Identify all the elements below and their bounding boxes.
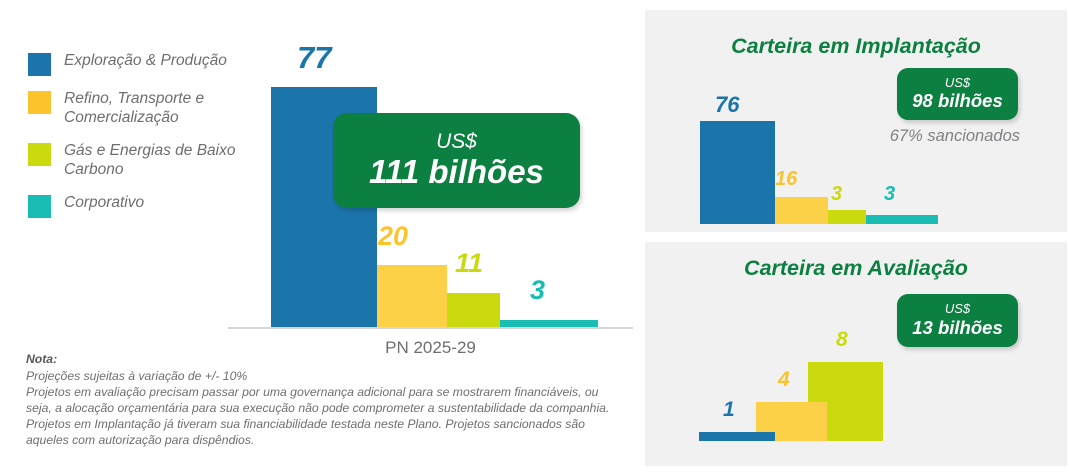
note-block: Nota: Projeções sujeitas à variação de +… xyxy=(26,351,616,449)
legend: Exploração & Produção Refino, Transporte… xyxy=(28,52,268,232)
main-total-badge: US$ 111 bilhões xyxy=(333,113,580,208)
legend-swatch-refino xyxy=(28,91,51,114)
aval-value-refino: 4 xyxy=(778,368,790,391)
legend-item-gas: Gás e Energias de Baixo Carbono xyxy=(28,142,268,180)
impl-value-refino: 16 xyxy=(775,168,798,190)
aval-value-exploracao: 1 xyxy=(723,398,735,421)
impl-total-badge: US$ 98 bilhões xyxy=(897,68,1018,120)
aval-badge-value: 13 bilhões xyxy=(912,316,1003,338)
legend-label-gas: Gás e Energias de Baixo Carbono xyxy=(64,141,236,178)
panel-carteira-implantacao: Carteira em Implantação 76 16 3 3 US$ 98… xyxy=(645,10,1067,232)
legend-item-exploracao: Exploração & Produção xyxy=(28,52,268,76)
legend-swatch-corporativo xyxy=(28,194,51,218)
impl-badge-value: 98 bilhões xyxy=(912,90,1003,112)
impl-sanctioned-note: 67% sancionados xyxy=(889,127,1020,145)
aval-badge-currency: US$ xyxy=(944,301,971,317)
impl-value-corporativo: 3 xyxy=(884,183,896,205)
panel-title-avaliacao: Carteira em Avaliação xyxy=(744,256,968,280)
panel-title-implantacao: Carteira em Implantação xyxy=(731,34,981,58)
main-chart-panel: Exploração & Produção Refino, Transporte… xyxy=(0,0,640,449)
legend-item-corporativo: Corporativo xyxy=(28,194,268,218)
impl-value-exploracao: 76 xyxy=(715,92,740,117)
main-value-exploracao: 77 xyxy=(297,40,332,75)
legend-swatch-exploracao xyxy=(28,53,51,76)
aval-value-gas: 8 xyxy=(836,328,848,351)
legend-item-refino: Refino, Transporte e Comercialização xyxy=(28,90,268,128)
main-chart-axis-label: PN 2025-29 xyxy=(385,338,476,357)
note-title: Nota: xyxy=(26,352,58,366)
main-badge-currency: US$ xyxy=(436,129,477,153)
impl-bar-corporativo xyxy=(866,215,938,224)
note-line-1: Projeções sujeitas à variação de +/- 10% xyxy=(26,369,248,384)
impl-bar-exploracao xyxy=(700,121,775,224)
note-line-2: Projetos em avaliação precisam passar po… xyxy=(26,385,610,448)
main-bar-corporativo xyxy=(495,320,598,327)
impl-badge-currency: US$ xyxy=(944,74,971,90)
main-bar-chart: 77 20 11 3 PN 2025-29 US$ 111 bilhões xyxy=(0,0,640,357)
main-chart-baseline xyxy=(228,327,633,329)
legend-swatch-gas xyxy=(28,142,51,166)
legend-label-exploracao: Exploração & Produção xyxy=(64,52,227,69)
main-value-refino: 20 xyxy=(378,221,409,251)
panel-carteira-avaliacao: Carteira em Avaliação 1 4 8 US$ 13 bilhõ… xyxy=(645,242,1067,466)
aval-bar-exploracao xyxy=(699,432,775,441)
legend-label-refino: Refino, Transporte e Comercialização xyxy=(64,90,205,126)
impl-value-gas: 3 xyxy=(831,183,843,205)
main-badge-value: 111 bilhões xyxy=(369,153,544,191)
main-value-corporativo: 3 xyxy=(530,275,546,305)
aval-total-badge: US$ 13 bilhões xyxy=(897,294,1018,347)
main-value-gas: 11 xyxy=(455,248,484,278)
legend-label-corporativo: Corporativo xyxy=(64,193,145,211)
